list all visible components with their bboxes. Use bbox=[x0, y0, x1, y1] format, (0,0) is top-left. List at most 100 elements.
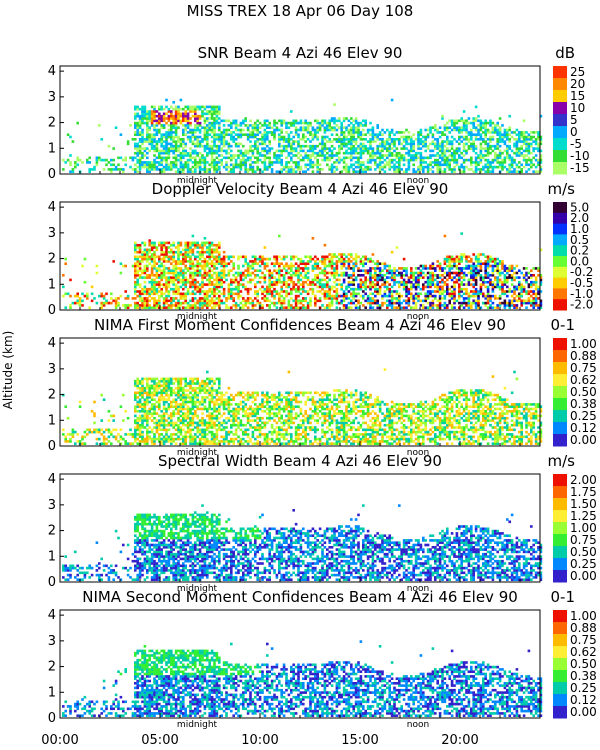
echo-cell bbox=[525, 131, 528, 134]
echo-cell bbox=[486, 255, 490, 259]
echo-cell bbox=[513, 161, 516, 164]
echo-cell bbox=[126, 140, 130, 143]
echo-cell bbox=[184, 126, 187, 129]
echo-cell bbox=[136, 269, 139, 272]
echo-cell bbox=[407, 297, 411, 300]
echo-cell bbox=[273, 121, 276, 125]
echo-cell bbox=[268, 292, 271, 296]
echo-cell bbox=[215, 149, 219, 153]
echo-cell bbox=[124, 290, 127, 293]
echo-cell bbox=[424, 138, 427, 141]
echo-cell bbox=[196, 163, 199, 167]
echo-cell bbox=[148, 128, 151, 132]
echo-cell bbox=[453, 138, 456, 141]
echo-cell bbox=[194, 243, 197, 247]
echo-cell bbox=[155, 246, 159, 249]
echo-cell bbox=[129, 304, 132, 307]
echo-cell bbox=[153, 250, 156, 254]
echo-cell bbox=[470, 135, 473, 139]
echo-cell bbox=[477, 119, 480, 123]
echo-cell bbox=[234, 154, 238, 157]
echo-cell bbox=[354, 131, 358, 134]
echo-cell bbox=[383, 140, 387, 143]
echo-cell bbox=[206, 117, 209, 120]
echo-cell bbox=[90, 292, 94, 296]
echo-cell bbox=[177, 140, 180, 143]
colorbar-label: 15 bbox=[570, 89, 585, 103]
echo-cell bbox=[179, 121, 183, 125]
echo-cell bbox=[321, 168, 324, 171]
echo-cell bbox=[208, 243, 211, 247]
echo-cell bbox=[203, 168, 207, 171]
echo-cell bbox=[263, 133, 267, 136]
echo-cell bbox=[378, 168, 382, 171]
echo-cell bbox=[172, 241, 175, 245]
echo-cell bbox=[206, 301, 209, 305]
echo-cell bbox=[246, 133, 250, 136]
echo-cell bbox=[309, 158, 312, 162]
echo-cell bbox=[515, 165, 519, 169]
echo-cell bbox=[318, 126, 322, 129]
echo-cell bbox=[518, 131, 521, 134]
echo-cell bbox=[366, 299, 370, 303]
echo-cell bbox=[227, 292, 231, 296]
echo-cell bbox=[311, 128, 315, 132]
echo-cell bbox=[364, 121, 367, 125]
echo-cell bbox=[472, 290, 475, 293]
echo-cell bbox=[177, 144, 180, 148]
echo-cell bbox=[222, 131, 226, 134]
echo-cell bbox=[162, 264, 166, 268]
echo-cell bbox=[508, 274, 511, 277]
echo-cell bbox=[134, 163, 137, 167]
echo-cell bbox=[304, 154, 307, 157]
echo-cell bbox=[294, 147, 298, 150]
echo-cell bbox=[465, 142, 468, 146]
echo-cell bbox=[167, 299, 171, 303]
echo-cell bbox=[184, 246, 187, 249]
echo-cell bbox=[218, 274, 221, 277]
echo-cell bbox=[174, 124, 178, 127]
echo-cell bbox=[434, 285, 437, 289]
echo-cell bbox=[184, 276, 187, 279]
echo-cell bbox=[506, 290, 509, 293]
echo-cell bbox=[482, 283, 485, 286]
echo-cell bbox=[501, 163, 504, 167]
echo-cell bbox=[213, 168, 216, 171]
echo-cell bbox=[263, 294, 267, 298]
echo-cell bbox=[237, 135, 240, 139]
echo-cell bbox=[172, 114, 175, 118]
echo-cell bbox=[422, 283, 425, 286]
echo-cell bbox=[393, 158, 396, 162]
echo-cell bbox=[117, 163, 120, 167]
echo-cell bbox=[290, 149, 293, 153]
echo-cell bbox=[278, 280, 281, 284]
echo-cell bbox=[162, 255, 166, 259]
echo-cell bbox=[470, 144, 473, 148]
echo-cell bbox=[362, 260, 365, 263]
echo-cell bbox=[126, 297, 130, 300]
echo-cell bbox=[165, 98, 168, 102]
echo-cell bbox=[146, 287, 149, 291]
echo-cell bbox=[153, 260, 156, 263]
echo-cell bbox=[441, 140, 444, 143]
echo-cell bbox=[244, 119, 247, 123]
echo-cell bbox=[321, 260, 324, 263]
echo-cell bbox=[335, 267, 339, 270]
echo-cell bbox=[335, 290, 339, 293]
echo-cell bbox=[333, 285, 336, 289]
echo-cell bbox=[146, 114, 149, 118]
echo-cell bbox=[354, 142, 358, 146]
echo-cell bbox=[134, 133, 137, 136]
echo-cell bbox=[448, 260, 451, 263]
echo-cell bbox=[189, 121, 192, 125]
echo-cell bbox=[436, 264, 439, 268]
echo-cell bbox=[203, 237, 207, 240]
echo-cell bbox=[246, 138, 250, 141]
echo-cell bbox=[218, 133, 221, 136]
echo-cell bbox=[364, 124, 367, 127]
echo-cell bbox=[410, 306, 413, 309]
echo-cell bbox=[369, 269, 372, 272]
echo-cell bbox=[498, 154, 502, 157]
echo-cell bbox=[311, 292, 315, 296]
echo-cell bbox=[453, 264, 456, 268]
